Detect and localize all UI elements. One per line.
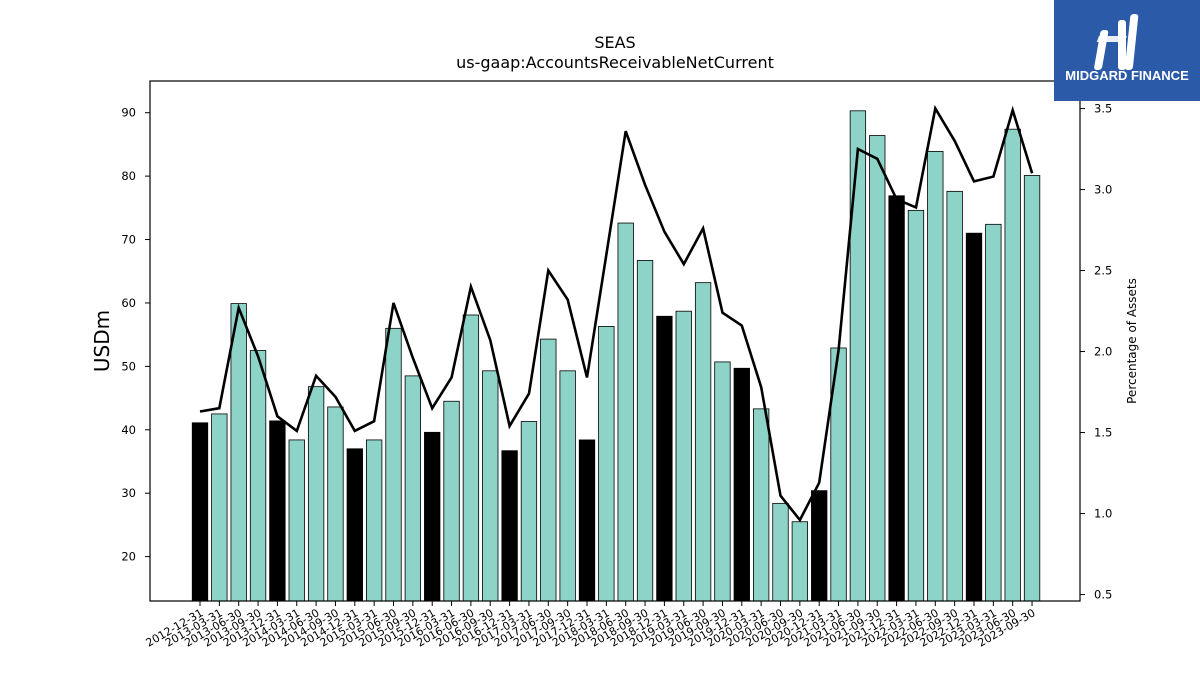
percentage-line	[199, 104, 1034, 523]
right-tick-label: 3.5	[1094, 102, 1112, 116]
right-axis-label: Percentage of Assets	[1125, 278, 1139, 404]
bar-2020-06-30	[772, 502, 789, 602]
bar-2017-03-31	[520, 421, 538, 602]
right-tick-label: 2.5	[1094, 264, 1112, 278]
bar-2014-03-31	[288, 439, 305, 602]
bar-2019-12-31	[733, 367, 750, 602]
bar-2017-12-31	[578, 439, 596, 602]
right-tick-label: 1.0	[1094, 507, 1112, 521]
right-tick-label: 2.0	[1094, 345, 1112, 359]
bar-2013-03-31	[211, 413, 228, 602]
bar-2015-09-30	[404, 375, 422, 602]
right-tick-label: 1.5	[1094, 426, 1112, 440]
right-y-axis: 0.5 1.0 1.5 2.0 2.5 3.0 3.5	[1080, 102, 1112, 602]
chart-title: SEAS	[594, 33, 635, 52]
left-tick-label: 20	[121, 550, 136, 564]
left-tick-label: 90	[121, 106, 136, 120]
left-tick-label: 40	[121, 423, 136, 437]
logo: MIDGARD FINANCE	[1054, 0, 1200, 101]
right-tick-label: 0.5	[1094, 588, 1112, 602]
left-tick-label: 30	[121, 486, 136, 500]
bar-2023-03-31	[985, 223, 1002, 602]
left-tick-label: 80	[121, 169, 136, 183]
bar-2016-03-31	[443, 400, 460, 602]
x-axis: 2012-12-312013-03-312013-06-302013-09-30…	[144, 601, 1038, 650]
bar-2015-03-31	[365, 439, 383, 602]
bar-2015-12-31	[424, 431, 441, 602]
bar-2019-03-31	[675, 310, 692, 602]
bar-2018-03-31	[598, 326, 615, 602]
left-tick-label: 60	[121, 296, 136, 310]
bar-2018-12-31	[656, 315, 673, 602]
bar-2020-12-31	[811, 490, 828, 602]
bar-2016-09-30	[482, 370, 499, 602]
bar-2022-06-30	[927, 150, 944, 602]
bar-2013-06-30	[230, 303, 247, 602]
bar-2014-12-31	[346, 448, 363, 602]
bar-2016-12-31	[501, 450, 518, 602]
bar-2022-03-31	[907, 209, 925, 602]
bar-2019-09-30	[714, 361, 731, 602]
bar-2013-09-30	[249, 350, 267, 602]
bar-2022-09-30	[946, 190, 963, 602]
left-axis-label: USDm	[90, 310, 114, 372]
bar-2016-06-30	[462, 314, 480, 602]
bar-2015-06-30	[385, 327, 402, 602]
left-tick-label: 70	[121, 233, 136, 247]
bar-2017-09-30	[559, 370, 576, 602]
left-y-axis: 20 30 40 50 60 70 80 90	[121, 106, 150, 564]
left-tick-label: 50	[121, 359, 136, 373]
bar-2018-09-30	[636, 260, 654, 602]
logo-text: MIDGARD FINANCE	[1065, 68, 1189, 83]
bar-2014-09-30	[327, 406, 344, 602]
logo-mark-icon: MIDGARD FINANCE	[1065, 14, 1189, 83]
bar-2021-06-30	[849, 110, 867, 602]
bar-2023-09-30	[1023, 175, 1041, 602]
bar-2020-03-31	[753, 408, 770, 602]
bar-2021-12-31	[888, 195, 905, 602]
bars-group	[191, 110, 1041, 602]
chart-subtitle: us-gaap:AccountsReceivableNetCurrent	[456, 53, 774, 72]
right-tick-label: 3.0	[1094, 183, 1112, 197]
bar-2018-06-30	[617, 222, 634, 602]
plot-frame	[149, 80, 1081, 602]
bar-2014-06-30	[307, 386, 325, 602]
bar-2021-09-30	[869, 135, 886, 602]
bar-2022-12-31	[965, 232, 983, 602]
bar-2017-06-30	[540, 338, 557, 602]
bar-2019-06-30	[694, 282, 712, 602]
bar-2013-12-31	[269, 420, 286, 602]
bar-2023-06-30	[1004, 128, 1021, 602]
bar-2020-09-30	[791, 521, 808, 602]
bar-2012-12-31	[191, 422, 209, 602]
